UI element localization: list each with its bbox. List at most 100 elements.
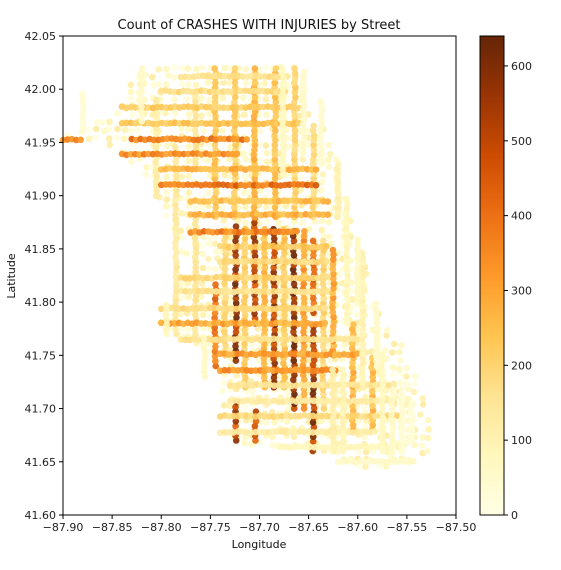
- crash-point: [185, 111, 193, 118]
- crash-point: [354, 274, 362, 282]
- crash-point: [120, 135, 128, 143]
- crash-point: [184, 65, 191, 72]
- crash-point: [349, 407, 357, 415]
- crash-point: [263, 419, 270, 426]
- crash-point: [329, 304, 336, 311]
- crash-point: [137, 93, 145, 101]
- crash-point: [299, 77, 307, 85]
- crash-point: [262, 64, 269, 71]
- crash-point: [309, 237, 317, 245]
- crash-point: [219, 387, 226, 395]
- crash-point: [340, 428, 347, 436]
- crash-point: [411, 373, 419, 380]
- crash-point: [281, 312, 289, 319]
- crash-point: [340, 438, 347, 445]
- crash-point: [318, 117, 325, 124]
- crash-point: [211, 161, 218, 168]
- crash-point: [231, 65, 239, 72]
- crash-point: [280, 151, 287, 159]
- crash-point: [291, 113, 299, 120]
- crash-point: [257, 187, 264, 194]
- crash-point: [372, 300, 380, 308]
- crash-point: [205, 240, 213, 247]
- crash-point: [349, 345, 356, 352]
- crash-point: [127, 81, 134, 89]
- crash-point: [271, 151, 279, 158]
- crash-point: [153, 187, 160, 195]
- crash-point: [220, 379, 227, 387]
- crash-point: [359, 374, 366, 382]
- crash-point: [330, 328, 337, 335]
- crash-point: [261, 283, 269, 291]
- crash-point: [148, 163, 155, 171]
- crash-point: [403, 380, 410, 388]
- crash-point: [172, 230, 180, 237]
- crash-point: [162, 212, 170, 220]
- crash-point: [361, 433, 368, 441]
- crash-point: [271, 235, 278, 243]
- crash-point: [279, 94, 287, 101]
- crash-point: [382, 347, 389, 354]
- crash-point: [250, 156, 258, 163]
- crash-point: [242, 155, 250, 163]
- crash-point: [205, 255, 212, 263]
- crash-point: [283, 418, 291, 425]
- crash-point: [106, 118, 113, 126]
- crash-point: [319, 343, 327, 350]
- crash-point: [403, 364, 410, 372]
- crash-point: [359, 302, 366, 310]
- crash-point: [419, 395, 427, 402]
- crash-point: [290, 309, 298, 317]
- crash-point: [297, 173, 305, 181]
- crash-point: [185, 125, 192, 133]
- crash-point: [344, 310, 351, 318]
- y-axis-ticks: 41.60 41.65 41.70 41.75 41.80 41.85 41.90 41.95…: [25, 30, 63, 522]
- crash-point: [378, 433, 386, 441]
- crash-point: [271, 146, 279, 154]
- crash-point: [330, 399, 338, 407]
- crash-point: [398, 419, 406, 426]
- crash-point: [221, 328, 228, 335]
- crash-point: [323, 258, 330, 265]
- crash-point: [329, 419, 337, 426]
- crash-point: [373, 319, 381, 327]
- crash-point: [340, 433, 347, 441]
- crash-point: [205, 265, 213, 273]
- crash-point: [250, 204, 258, 211]
- crash-point: [398, 390, 405, 398]
- crash-point: [317, 131, 325, 139]
- crash-point: [291, 74, 299, 82]
- crash-point: [373, 329, 381, 336]
- crash-point: [290, 343, 298, 350]
- crash-point: [127, 95, 135, 102]
- crash-point: [369, 373, 377, 381]
- crash-point: [291, 70, 299, 77]
- crash-point: [178, 173, 185, 180]
- crash-point: [344, 305, 351, 313]
- crash-point: [343, 224, 350, 231]
- crash-point: [327, 204, 335, 212]
- crash-point: [211, 265, 219, 273]
- crash-point: [149, 73, 156, 81]
- crash-point: [251, 161, 258, 168]
- crash-point: [379, 356, 386, 364]
- crash-point: [379, 371, 386, 378]
- crash-point: [424, 434, 432, 442]
- crash-point: [127, 88, 135, 96]
- crash-point: [330, 275, 337, 283]
- crash-point: [329, 261, 337, 268]
- crash-point: [291, 89, 299, 96]
- crash-point: [221, 171, 229, 179]
- crash-point: [221, 265, 229, 273]
- crash-point: [200, 339, 208, 347]
- crash-point: [319, 237, 327, 245]
- crash-point: [255, 357, 262, 364]
- crash-point: [262, 96, 270, 103]
- crash-point: [419, 434, 427, 441]
- crash-point: [343, 262, 350, 270]
- crash-point: [339, 419, 347, 426]
- crash-point: [300, 252, 308, 259]
- crash-point: [373, 348, 380, 355]
- crash-point: [211, 65, 218, 72]
- crash-point: [173, 187, 180, 194]
